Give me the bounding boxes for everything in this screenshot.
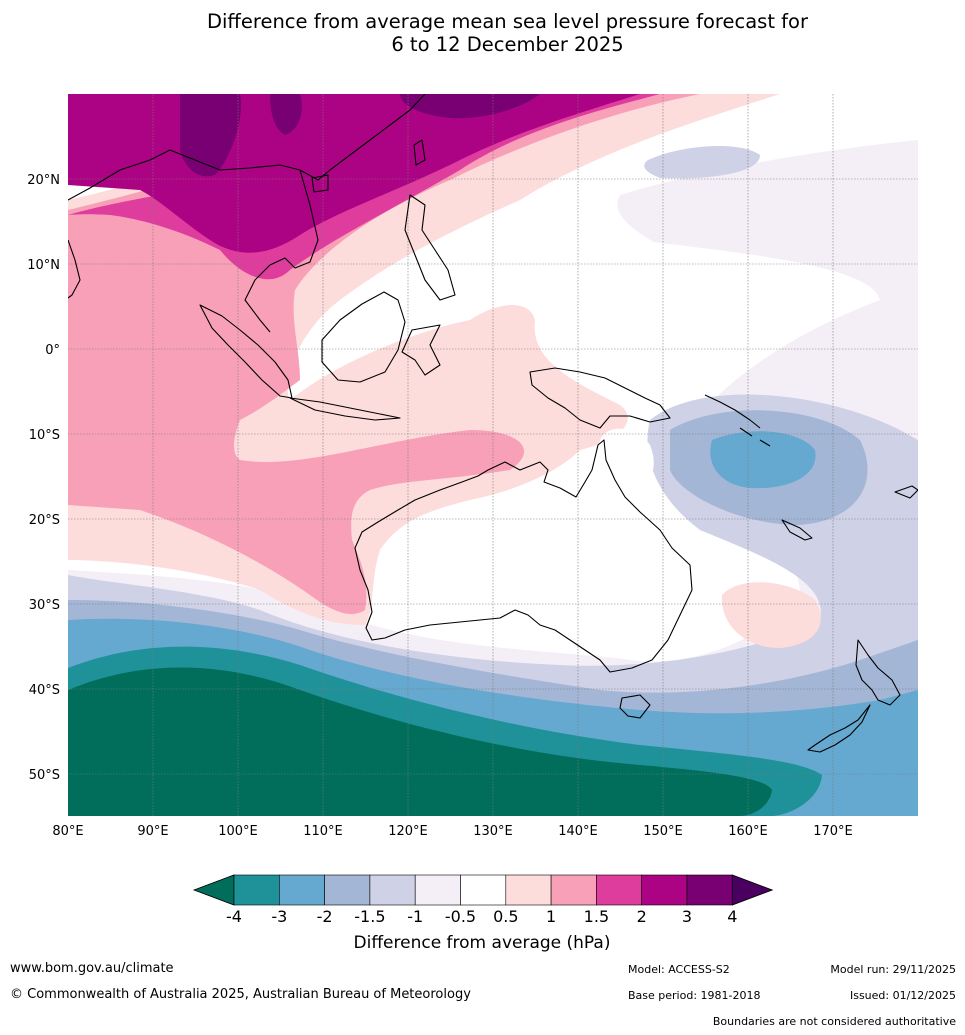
issued-label: Issued: 01/12/2025 xyxy=(849,989,956,1002)
coastline-borneo xyxy=(321,291,406,383)
colorbar-tick-label: 1.5 xyxy=(584,907,609,926)
coastline-australia xyxy=(354,439,693,673)
title-line-2: 6 to 12 December 2025 xyxy=(391,33,624,56)
colorbar-segment xyxy=(278,874,325,906)
coastline-new-zealand-south xyxy=(807,704,871,753)
colorbar-segment xyxy=(550,874,597,906)
lat-label: 30°S xyxy=(29,598,60,613)
coastline-taiwan xyxy=(413,139,426,166)
colorbar-segment xyxy=(460,874,507,906)
base-period-label: Base period: 1981-2018 xyxy=(628,989,761,1002)
field-purple xyxy=(180,94,540,177)
lon-label: 110°E xyxy=(303,824,343,839)
colorbar-tick-label: 2 xyxy=(637,907,647,926)
colorbar-segment xyxy=(369,874,416,906)
map-title: Difference from average mean sea level p… xyxy=(0,10,965,56)
lon-label: 170°E xyxy=(813,824,853,839)
coastline-philippines xyxy=(404,194,456,301)
lon-label: 100°E xyxy=(218,824,258,839)
lon-label: 90°E xyxy=(137,824,168,839)
colorbar-extend-low xyxy=(192,874,235,906)
field-dark-green xyxy=(68,667,772,816)
model-label: Model: ACCESS-S2 xyxy=(628,963,730,976)
lat-label: 20°N xyxy=(27,173,60,188)
lon-label: 120°E xyxy=(388,824,428,839)
lat-label: 50°S xyxy=(29,768,60,783)
colorbar-tick-label: -1 xyxy=(407,907,423,926)
colorbar-tick-label: -0.5 xyxy=(445,907,476,926)
colorbar-tick-label: -1.5 xyxy=(354,907,385,926)
colorbar-segment xyxy=(686,874,733,906)
colorbar-segment xyxy=(233,874,280,906)
lon-label: 160°E xyxy=(728,824,768,839)
lon-label: 150°E xyxy=(643,824,683,839)
colorbar-segment xyxy=(596,874,643,906)
coastline-solomons xyxy=(704,394,771,447)
coastline-java xyxy=(289,397,401,421)
lat-label: 20°S xyxy=(29,513,60,528)
colorbar: -4 -3 -2 -1.5 -1 -0.5 0.5 1 1.5 2 3 4 Difference fro… xyxy=(192,874,774,953)
colorbar-segment xyxy=(324,874,371,906)
title-line-1: Difference from average mean sea level p… xyxy=(207,10,808,33)
colorbar-title: Difference from average (hPa) xyxy=(354,933,611,953)
lon-label: 130°E xyxy=(473,824,513,839)
lat-label: 0° xyxy=(45,343,60,358)
coastline-mainland-asia xyxy=(68,94,426,333)
colorbar-tick-label: 4 xyxy=(727,907,737,926)
coastline-new-caledonia xyxy=(781,519,813,541)
longitude-labels: 80°E 90°E 100°E 110°E 120°E 130°E 140°E 150°E 16… xyxy=(52,824,852,839)
colorbar-segment xyxy=(414,874,461,906)
field-light-lilac-north xyxy=(644,145,760,179)
lat-label: 10°N xyxy=(27,258,60,273)
colorbar-tick-label: 3 xyxy=(682,907,692,926)
lat-label: 10°S xyxy=(29,428,60,443)
disclaimer-label: Boundaries are not considered authoritat… xyxy=(712,1015,956,1028)
coastline-new-zealand-north xyxy=(855,639,901,706)
lon-label: 80°E xyxy=(52,824,83,839)
colorbar-extend-high xyxy=(731,874,774,906)
colorbar-segment xyxy=(505,874,552,906)
colorbar-tick-label: -4 xyxy=(226,907,242,926)
colorbar-tick-label: 0.5 xyxy=(493,907,518,926)
coastline-hainan xyxy=(311,174,329,193)
model-run-label: Model run: 29/11/2025 xyxy=(830,963,956,976)
latitude-labels: 20°N 10°N 0° 10°S 20°S 30°S 40°S 50°S xyxy=(27,173,60,783)
lon-label: 140°E xyxy=(558,824,598,839)
field-light-pink-tasman xyxy=(721,582,821,648)
colorbar-tick-label: -2 xyxy=(317,907,333,926)
coastline-new-guinea xyxy=(529,367,671,429)
colorbar-tick-label: 1 xyxy=(546,907,556,926)
anomaly-fields xyxy=(68,94,918,816)
copyright-notice: © Commonwealth of Australia 2025, Austra… xyxy=(10,987,471,1002)
coastlines xyxy=(68,94,918,753)
field-neutral-middle xyxy=(430,94,918,360)
colorbar-segment xyxy=(641,874,688,906)
website-link[interactable]: www.bom.gov.au/climate xyxy=(10,961,174,976)
coastline-sulawesi xyxy=(401,324,441,376)
graticule xyxy=(68,94,918,816)
lat-label: 40°S xyxy=(29,683,60,698)
colorbar-tick-label: -3 xyxy=(271,907,287,926)
coastline-tasmania xyxy=(619,694,651,719)
coastline-fiji xyxy=(894,485,918,499)
